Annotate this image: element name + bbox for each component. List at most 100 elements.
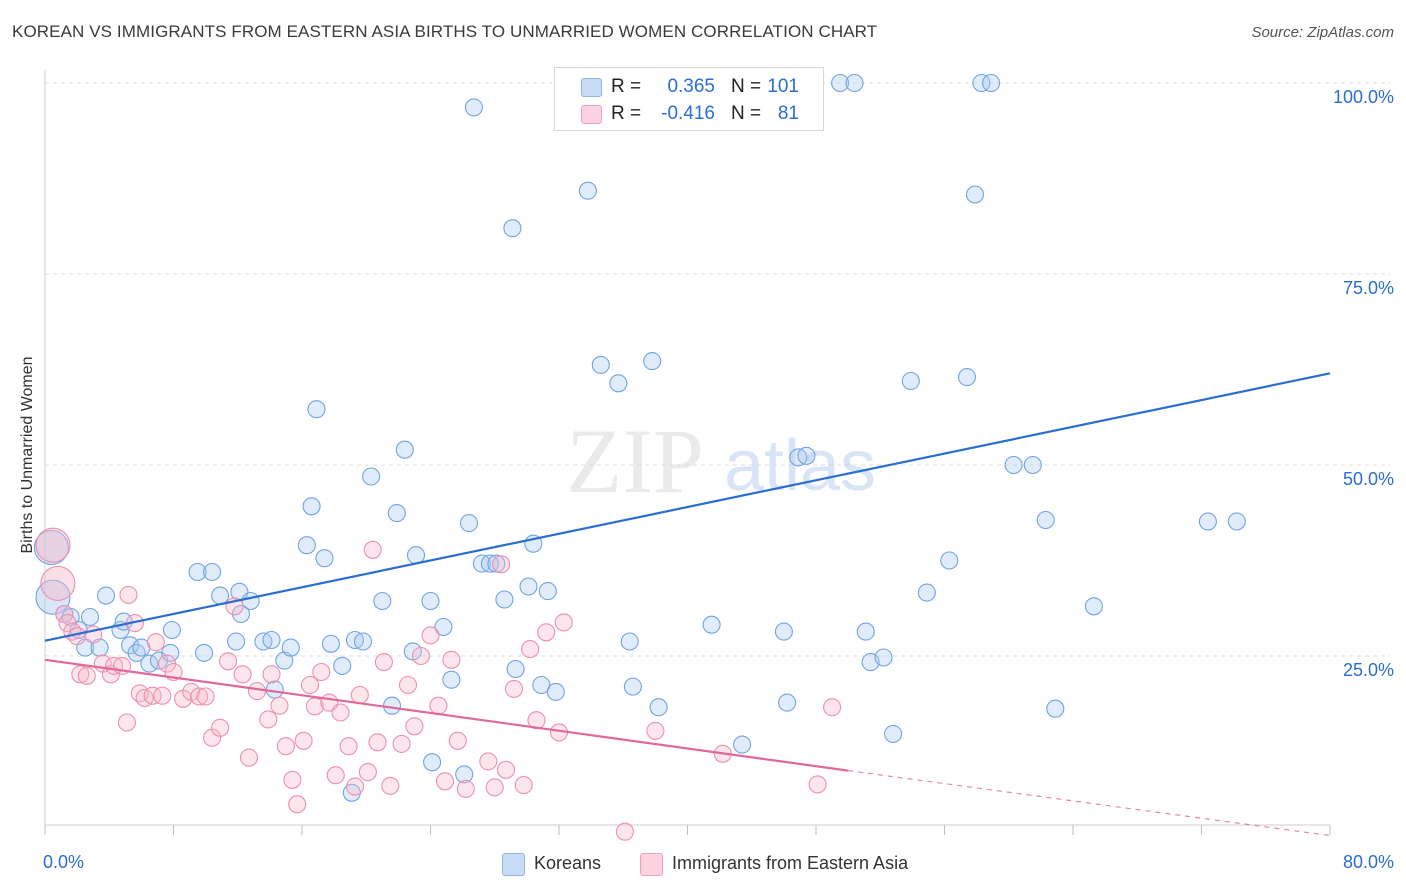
data-point: [1084, 597, 1103, 616]
data-point: [307, 400, 326, 419]
data-point: [300, 675, 320, 695]
data-point: [623, 677, 642, 696]
data-point: [211, 586, 230, 605]
series-immigrants-points: [35, 527, 842, 841]
data-point: [405, 717, 424, 736]
data-point: [406, 546, 426, 565]
data-point: [917, 583, 936, 602]
data-point: [1227, 512, 1246, 531]
data-point: [363, 540, 382, 559]
trend-lines: [44, 372, 1331, 837]
data-point: [411, 646, 430, 666]
data-point: [495, 590, 514, 609]
data-point: [33, 529, 69, 566]
legend-n-value: 101: [767, 76, 799, 97]
watermark-zip: ZIP: [566, 410, 704, 512]
data-point: [281, 638, 300, 657]
data-point: [620, 632, 639, 651]
data-point: [350, 685, 369, 705]
legend-n-label: N =: [731, 76, 762, 97]
data-point: [117, 713, 136, 732]
legend-swatch-blue: [581, 78, 602, 97]
bottom-legend-label: Immigrants from Eastern Asia: [672, 853, 909, 873]
data-point: [643, 352, 662, 371]
data-point: [514, 776, 533, 795]
data-point: [503, 219, 522, 238]
data-point: [506, 659, 525, 679]
data-point: [358, 763, 377, 782]
data-point: [387, 504, 406, 523]
data-point: [965, 185, 985, 204]
data-point: [479, 752, 498, 771]
legend-n-value: 81: [777, 103, 799, 124]
data-point: [423, 753, 442, 772]
data-point: [702, 615, 721, 634]
data-point: [211, 718, 230, 737]
legend-row-koreans: R = 0.365 N = 101: [555, 74, 823, 100]
data-point: [326, 766, 345, 785]
data-point: [381, 776, 400, 795]
legend-swatch-pink: [581, 105, 602, 124]
data-point: [429, 696, 448, 715]
data-point: [270, 696, 289, 715]
data-point: [532, 675, 551, 695]
data-point: [1198, 512, 1217, 531]
y-tick-label-75: 75.0%: [1342, 278, 1394, 298]
data-point: [646, 721, 665, 740]
bottom-legend-swatch-pink: [640, 853, 663, 876]
y-tick-label-25: 25.0%: [1342, 660, 1394, 680]
data-point: [80, 607, 100, 627]
data-point: [395, 440, 414, 459]
data-point: [153, 686, 172, 705]
data-point: [241, 591, 260, 611]
data-point: [464, 98, 483, 117]
grid-lines: [45, 82, 1390, 657]
data-point: [831, 73, 850, 93]
data-point: [374, 653, 393, 672]
data-point: [288, 795, 307, 814]
trend-line-immigrants-extension: [848, 770, 1331, 837]
data-point: [71, 665, 90, 684]
data-point: [442, 650, 461, 669]
data-point: [485, 778, 504, 797]
data-point: [227, 632, 246, 651]
data-point: [297, 536, 316, 555]
data-point: [315, 549, 334, 568]
data-point: [219, 652, 238, 671]
data-point: [448, 731, 467, 750]
data-point: [302, 497, 321, 516]
data-point: [143, 686, 162, 705]
data-point: [188, 562, 207, 582]
data-point: [196, 687, 215, 706]
data-point: [259, 710, 278, 729]
data-point: [874, 648, 893, 667]
data-point: [537, 623, 556, 642]
data-point: [339, 737, 358, 756]
data-point: [1036, 510, 1055, 530]
data-point: [161, 643, 180, 662]
data-point: [77, 666, 96, 685]
data-point: [808, 775, 827, 794]
series-koreans-points: [33, 73, 1246, 802]
data-point: [121, 636, 140, 655]
y-tick-label-100: 100.0%: [1332, 87, 1394, 107]
data-point: [456, 779, 475, 798]
data-point: [546, 682, 565, 701]
data-point: [957, 368, 977, 387]
data-point: [345, 777, 365, 796]
x-tick-label-max: 80.0%: [1342, 852, 1394, 872]
source-label: Source: ZipAtlas.com: [1251, 24, 1394, 41]
legend-n-label: N =: [731, 103, 762, 124]
data-point: [398, 675, 418, 695]
data-point: [262, 630, 281, 650]
data-point: [733, 735, 752, 754]
data-point: [146, 633, 165, 652]
data-point: [382, 696, 402, 715]
data-point: [504, 679, 524, 698]
data-point: [162, 620, 181, 640]
data-point: [373, 591, 392, 611]
data-point: [421, 591, 440, 611]
data-point: [442, 670, 461, 689]
data-point: [797, 446, 816, 465]
data-point: [1004, 455, 1023, 475]
